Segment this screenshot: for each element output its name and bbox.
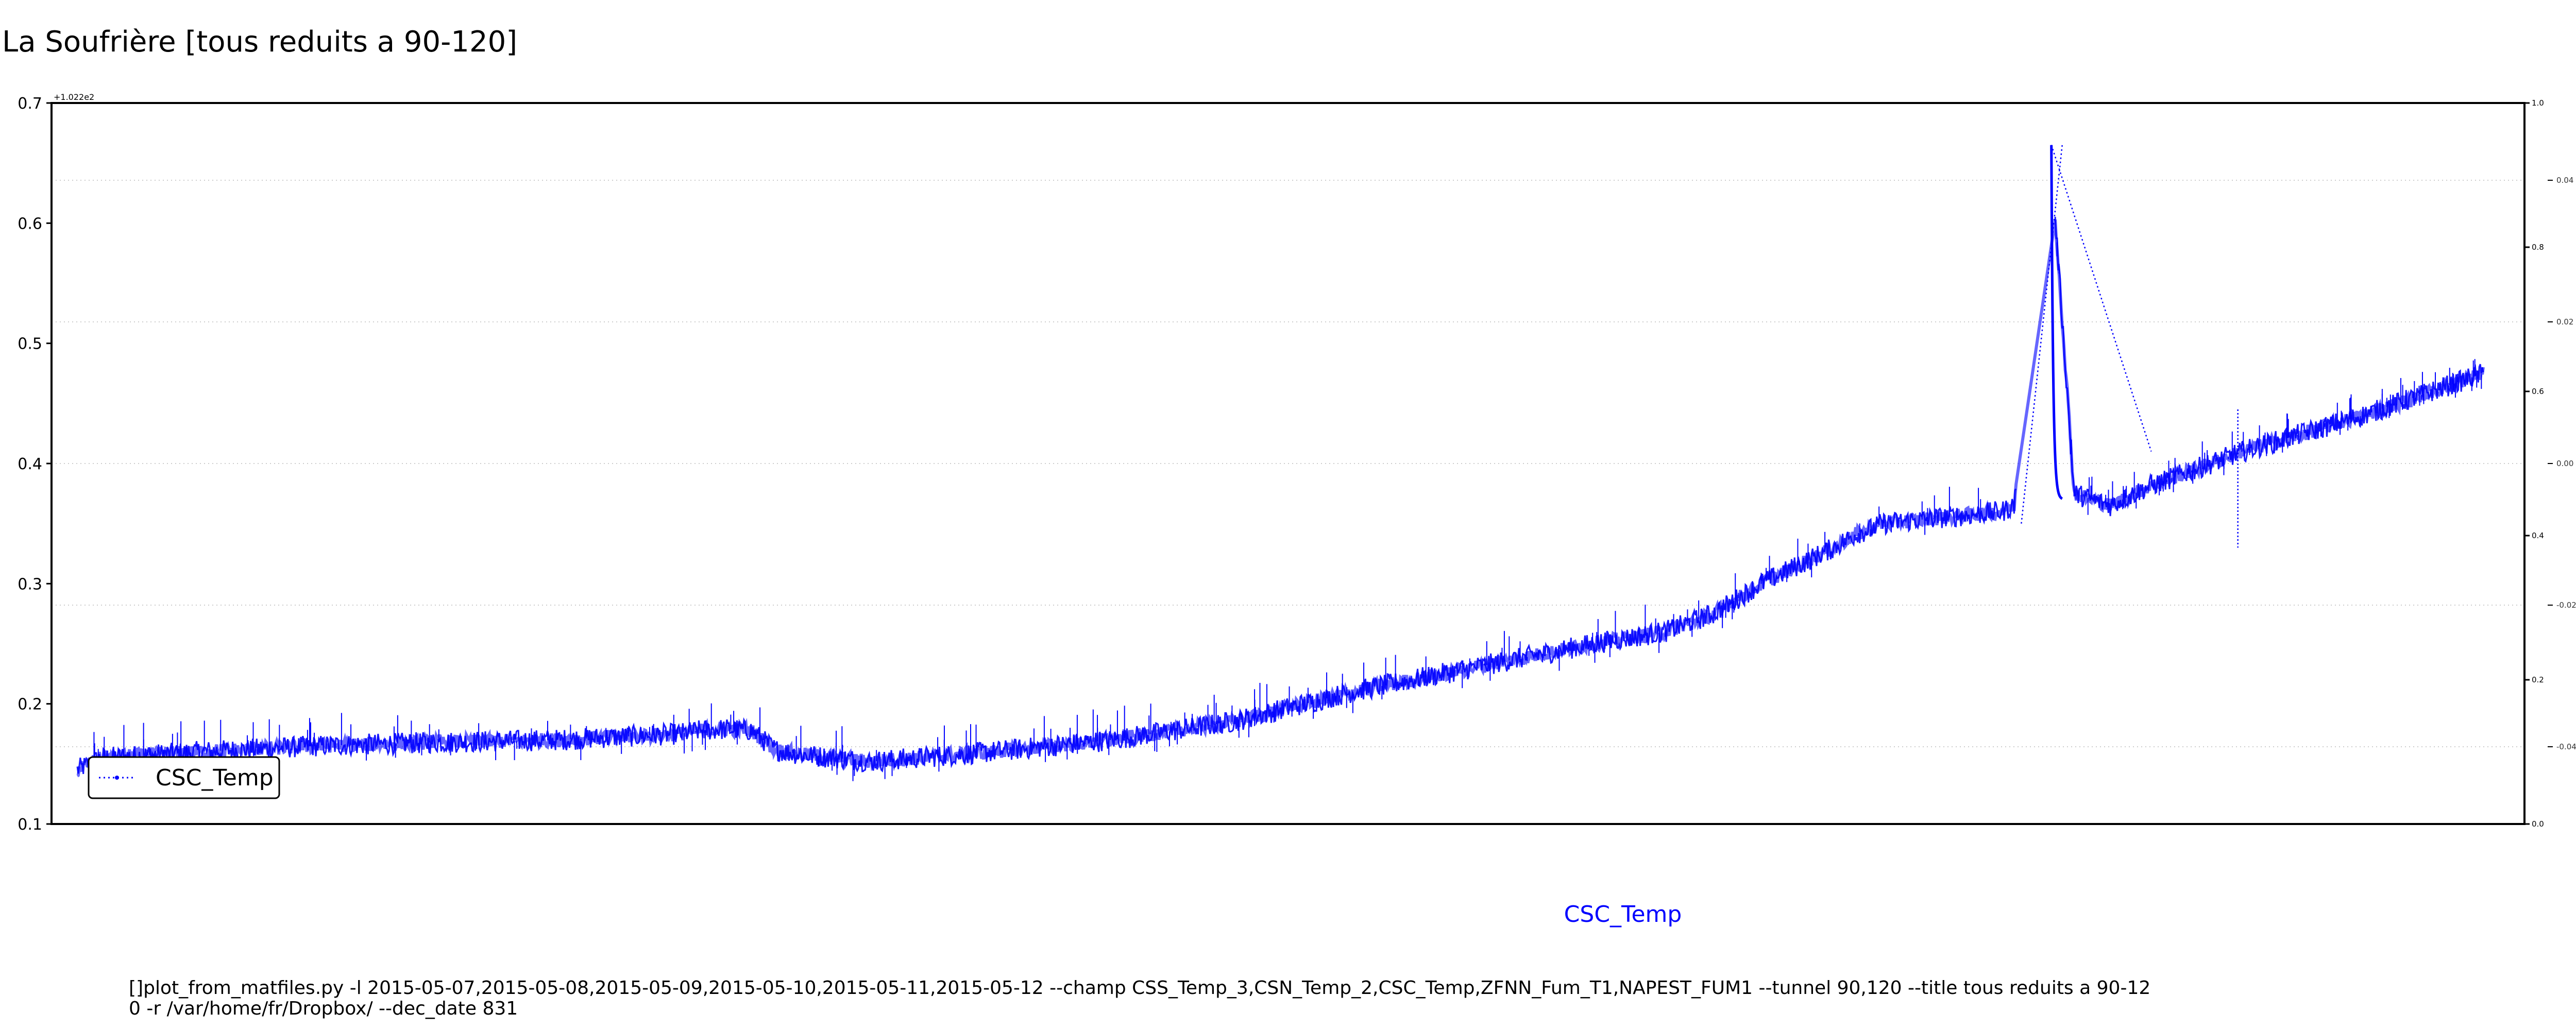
- command-line-2: 0 -r /var/home/fr/Dropbox/ --dec_date 83…: [129, 998, 518, 1019]
- y-tick-label: 0.6: [18, 215, 42, 233]
- y2-tick-label: 0.6: [2532, 387, 2544, 396]
- series-band-csc-temp: [76, 219, 2485, 778]
- legend[interactable]: CSC_Temp: [88, 756, 280, 799]
- command-line-1: []plot_from_matfiles.py -l 2015-05-07,20…: [129, 977, 2150, 999]
- x-axis-label: CSC_Temp: [1564, 901, 1682, 928]
- y3-tick-label: -0.04: [2556, 742, 2576, 751]
- y2-tick-label: 1.0: [2532, 98, 2544, 108]
- y-tick-label: 0.4: [18, 455, 42, 473]
- y-offset-label: +1.022e2: [54, 92, 94, 102]
- y-tick-label: 0.5: [18, 335, 42, 353]
- y3-tick-label: 0.04: [2556, 176, 2573, 185]
- y-axis-left: 0.1 0.2 0.3 0.4 0.5 0.6 0.7: [18, 95, 52, 834]
- y-tick-label: 0.7: [18, 95, 42, 113]
- y-axis-right-inner: -0.04 -0.02 0.00 0.02 0.04: [2548, 176, 2576, 751]
- y-axis-right-outer: 0.0 0.2 0.4 0.6 0.8 1.0: [2524, 98, 2544, 829]
- series-spike: [2050, 145, 2063, 500]
- grid: [52, 180, 2524, 747]
- y-tick-label: 0.1: [18, 816, 42, 834]
- y2-tick-label: 0.4: [2532, 531, 2544, 540]
- y2-tick-label: 0.2: [2532, 675, 2544, 684]
- legend-marker: [115, 776, 119, 780]
- series-bridge-line: [2021, 145, 2063, 524]
- legend-label-csc-temp: CSC_Temp: [156, 765, 274, 791]
- series-bridge-line: [2050, 145, 2152, 452]
- y-tick-label: 0.3: [18, 575, 42, 593]
- y3-tick-label: 0.00: [2556, 459, 2573, 468]
- y2-tick-label: 0.8: [2532, 243, 2544, 252]
- y3-tick-label: 0.02: [2556, 317, 2573, 327]
- y2-tick-label: 0.0: [2532, 819, 2544, 829]
- legend-box: [88, 756, 280, 799]
- data-layer: [76, 145, 2485, 781]
- y3-tick-label: -0.02: [2556, 600, 2576, 610]
- series-noise-band: [89, 242, 2482, 781]
- chart-title: La Soufrière [tous reduits a 90-120]: [2, 25, 517, 59]
- y-tick-label: 0.2: [18, 696, 42, 714]
